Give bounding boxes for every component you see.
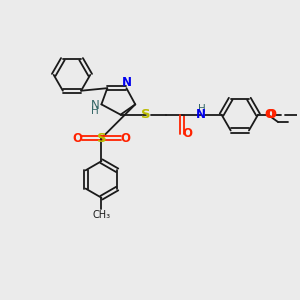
Text: H: H <box>198 104 206 114</box>
Text: O: O <box>266 108 276 121</box>
Text: S: S <box>141 108 151 121</box>
Text: N: N <box>122 76 132 89</box>
Text: N: N <box>91 99 99 112</box>
Text: S: S <box>97 132 106 145</box>
Text: O: O <box>72 132 82 145</box>
Text: H: H <box>91 106 99 116</box>
Text: CH₃: CH₃ <box>92 210 110 220</box>
Text: O: O <box>265 108 275 121</box>
Text: O: O <box>121 132 131 145</box>
Text: O: O <box>182 127 192 140</box>
Text: N: N <box>196 108 206 121</box>
